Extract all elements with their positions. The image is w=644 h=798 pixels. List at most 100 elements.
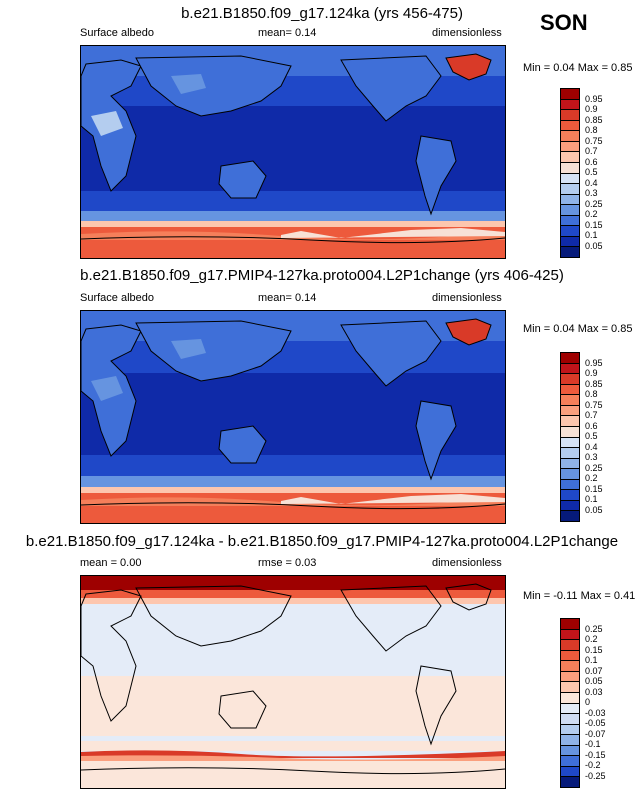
panel1-tick: 0.5: [585, 167, 598, 177]
panel1-tick: 0.2: [585, 209, 598, 219]
panel3-swatch: [561, 745, 579, 757]
panel2-swatch: [561, 448, 579, 459]
panel2-swatch: [561, 426, 579, 438]
panel1-swatch: [561, 236, 579, 248]
panel3-tick: -0.15: [585, 749, 606, 760]
panel3-tick: 0.2: [585, 634, 598, 644]
panel3-swatch: [561, 640, 579, 651]
panel3-colorbar: [560, 618, 580, 788]
panel2-tick: 0.15: [585, 483, 603, 494]
panel1-swatch: [561, 215, 579, 227]
panel2-tick: 0.85: [585, 378, 603, 389]
panel2-tick: 0.95: [585, 357, 603, 368]
panel2-tick: 0.75: [585, 399, 603, 410]
panel2-tick: 0.7: [585, 410, 598, 420]
panel1-swatch: [561, 99, 579, 111]
panel3-swatch: [561, 777, 579, 787]
panel1-tick: 0.75: [585, 135, 603, 146]
panel2-swatch: [561, 405, 579, 417]
panel2-swatch: [561, 395, 579, 406]
panel1-tick: 0.4: [585, 177, 598, 188]
panel2-swatch: [561, 374, 579, 385]
panel3-swatch: [561, 682, 579, 693]
panel2-minmax: Min = 0.04 Max = 0.85: [523, 323, 633, 335]
panel1-minmax: Min = 0.04 Max = 0.85: [523, 62, 633, 74]
panel2-tick: 0.05: [585, 504, 603, 515]
panel3-title: b.e21.B1850.f09_g17.124ka - b.e21.B1850.…: [25, 533, 619, 550]
panel2-tick: 0.8: [585, 389, 598, 399]
panel2-swatch: [561, 479, 579, 491]
panel3-swatch: [561, 629, 579, 641]
panel2-swatch: [561, 490, 579, 501]
panel2-units-label: dimensionless: [432, 292, 502, 304]
panel3-swatch: [561, 619, 579, 630]
panel1-swatch: [561, 226, 579, 237]
panel3-tick: -0.1: [585, 739, 601, 749]
panel1-swatch: [561, 131, 579, 142]
panel1-swatch: [561, 162, 579, 174]
panel3-tick: 0.25: [585, 623, 603, 634]
panel1-swatch: [561, 184, 579, 195]
panel2-tick: 0.25: [585, 462, 603, 473]
panel2-swatch: [561, 353, 579, 364]
panel2-swatch: [561, 500, 579, 512]
panel3-swatch: [561, 766, 579, 778]
panel2-swatch: [561, 437, 579, 449]
panel1-swatch: [561, 110, 579, 121]
panel2-map: [80, 310, 506, 524]
panel2-title: b.e21.B1850.f09_g17.PMIP4-127ka.proto004…: [80, 267, 564, 284]
season-label: SON: [540, 10, 588, 35]
panel3-map: [80, 575, 506, 789]
panel3-units-label: dimensionless: [432, 557, 502, 569]
panel1-tick: 0.15: [585, 219, 603, 230]
panel3-tick: -0.05: [585, 718, 606, 728]
panel3-tick: -0.03: [585, 707, 606, 718]
panel1-tick: 0.8: [585, 125, 598, 135]
panel1-tick: 0.9: [585, 104, 598, 114]
panel3-swatch: [561, 661, 579, 672]
panel3-swatch: [561, 735, 579, 746]
panel1-tick: 0.1: [585, 230, 598, 240]
panel1-mean-label: mean= 0.14: [258, 27, 317, 39]
panel3-tick: 0: [585, 697, 591, 707]
panel1-swatch: [561, 141, 579, 153]
panel3-swatch: [561, 692, 579, 704]
panel3-tick: 0.05: [585, 676, 603, 686]
panel3-tick: -0.2: [585, 760, 601, 770]
panel3-tick: 0.07: [585, 665, 603, 676]
panel3-swatch: [561, 650, 579, 662]
panel1-swatch: [561, 173, 579, 185]
panel3-minmax: Min = -0.11 Max = 0.41: [523, 590, 636, 602]
panel1-variable-label: Surface albedo: [80, 27, 154, 39]
panel1-swatch: [561, 205, 579, 216]
panel3-tick: 0.03: [585, 686, 603, 697]
panel3-tick: 0.1: [585, 655, 598, 665]
panel2-tick: 0.1: [585, 494, 598, 504]
panel2-tick: 0.2: [585, 473, 598, 483]
panel2-tick: 0.5: [585, 431, 598, 441]
panel2-tick: 0.4: [585, 441, 598, 452]
panel1-units-label: dimensionless: [432, 27, 502, 39]
panel3-rmse-label: rmse = 0.03: [258, 557, 317, 569]
panel1-swatch: [561, 120, 579, 132]
panel1-tick: 0.7: [585, 146, 598, 156]
panel2-variable-label: Surface albedo: [80, 292, 154, 304]
panel3-swatch: [561, 724, 579, 736]
panel1-colorbar: [560, 88, 580, 258]
panel2-swatch: [561, 469, 579, 480]
panel2-colorbar: [560, 352, 580, 522]
panel3-swatch: [561, 703, 579, 715]
panel3-tick: -0.25: [585, 770, 606, 781]
panel3-swatch: [561, 756, 579, 767]
panel3-tick: -0.07: [585, 728, 606, 739]
panel1-swatch: [561, 247, 579, 257]
panel1-tick: 0.85: [585, 114, 603, 125]
panel3-swatch: [561, 671, 579, 683]
panel1-swatch: [561, 194, 579, 206]
panel1-title: b.e21.B1850.f09_g17.124ka (yrs 456-475): [181, 5, 463, 22]
panel3-mean-label: mean = 0.00: [80, 557, 142, 569]
panel2-tick: 0.3: [585, 452, 598, 462]
panel3-tick: 0.15: [585, 644, 603, 655]
panel2-mean-label: mean= 0.14: [258, 292, 317, 304]
panel2-tick: 0.9: [585, 368, 598, 378]
